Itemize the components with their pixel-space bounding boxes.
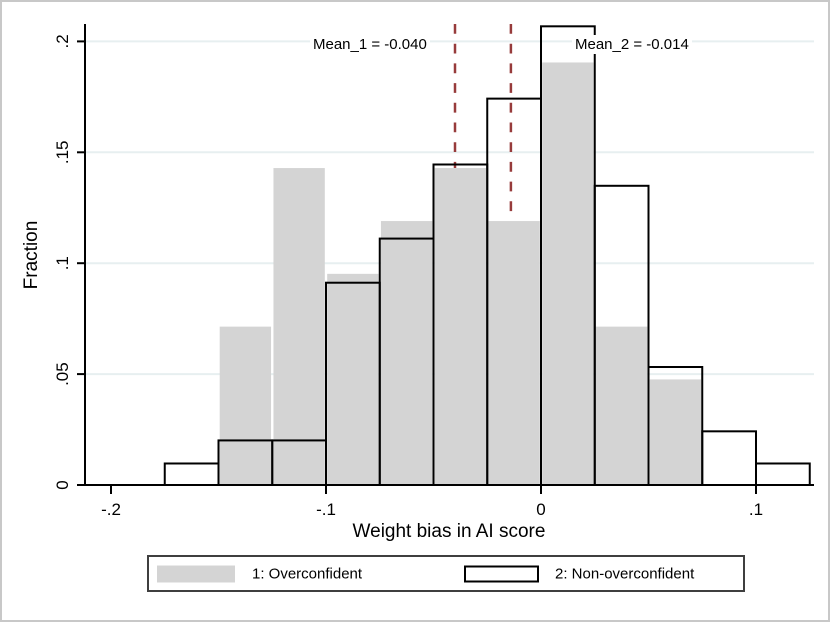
y-tick-label: .15 — [53, 140, 72, 164]
bar-overconfident — [542, 62, 594, 485]
legend-label-non-overconfident: 2: Non-overconfident — [555, 565, 695, 582]
legend: 1: Overconfident 2: Non-overconfident — [147, 555, 745, 592]
bar-overconfident — [380, 221, 433, 486]
bar-overconfident — [434, 168, 487, 486]
mean2-annotation: Mean_2 = -0.014 — [572, 35, 692, 54]
bar-overconfident — [595, 326, 648, 485]
bar-overconfident — [327, 273, 379, 485]
x-tick-label: -.1 — [316, 500, 336, 519]
bar-overconfident — [488, 221, 540, 486]
x-tick-label: .1 — [749, 500, 763, 519]
x-tick-label: -.2 — [101, 500, 121, 519]
legend-swatch-non-overconfident — [464, 565, 539, 582]
y-tick-label: .1 — [53, 256, 72, 270]
bar-overconfident — [219, 326, 272, 485]
y-tick-label: .2 — [53, 34, 72, 48]
legend-label-overconfident: 1: Overconfident — [252, 565, 363, 582]
bar-overconfident — [273, 168, 325, 486]
y-axis-title: Fraction — [21, 220, 42, 290]
mean1-annotation: Mean_1 = -0.040 — [310, 35, 430, 54]
y-tick-label: 0 — [53, 480, 72, 489]
legend-swatch-overconfident — [157, 565, 235, 582]
bar-non-overconfident — [163, 462, 220, 487]
bar-non-overconfident — [701, 430, 757, 486]
bar-non-overconfident — [755, 462, 811, 487]
y-tick-label: .05 — [53, 362, 72, 386]
bar-overconfident — [649, 379, 702, 485]
x-axis-title: Weight bias in AI score — [352, 521, 546, 542]
x-tick-label: 0 — [536, 500, 545, 519]
